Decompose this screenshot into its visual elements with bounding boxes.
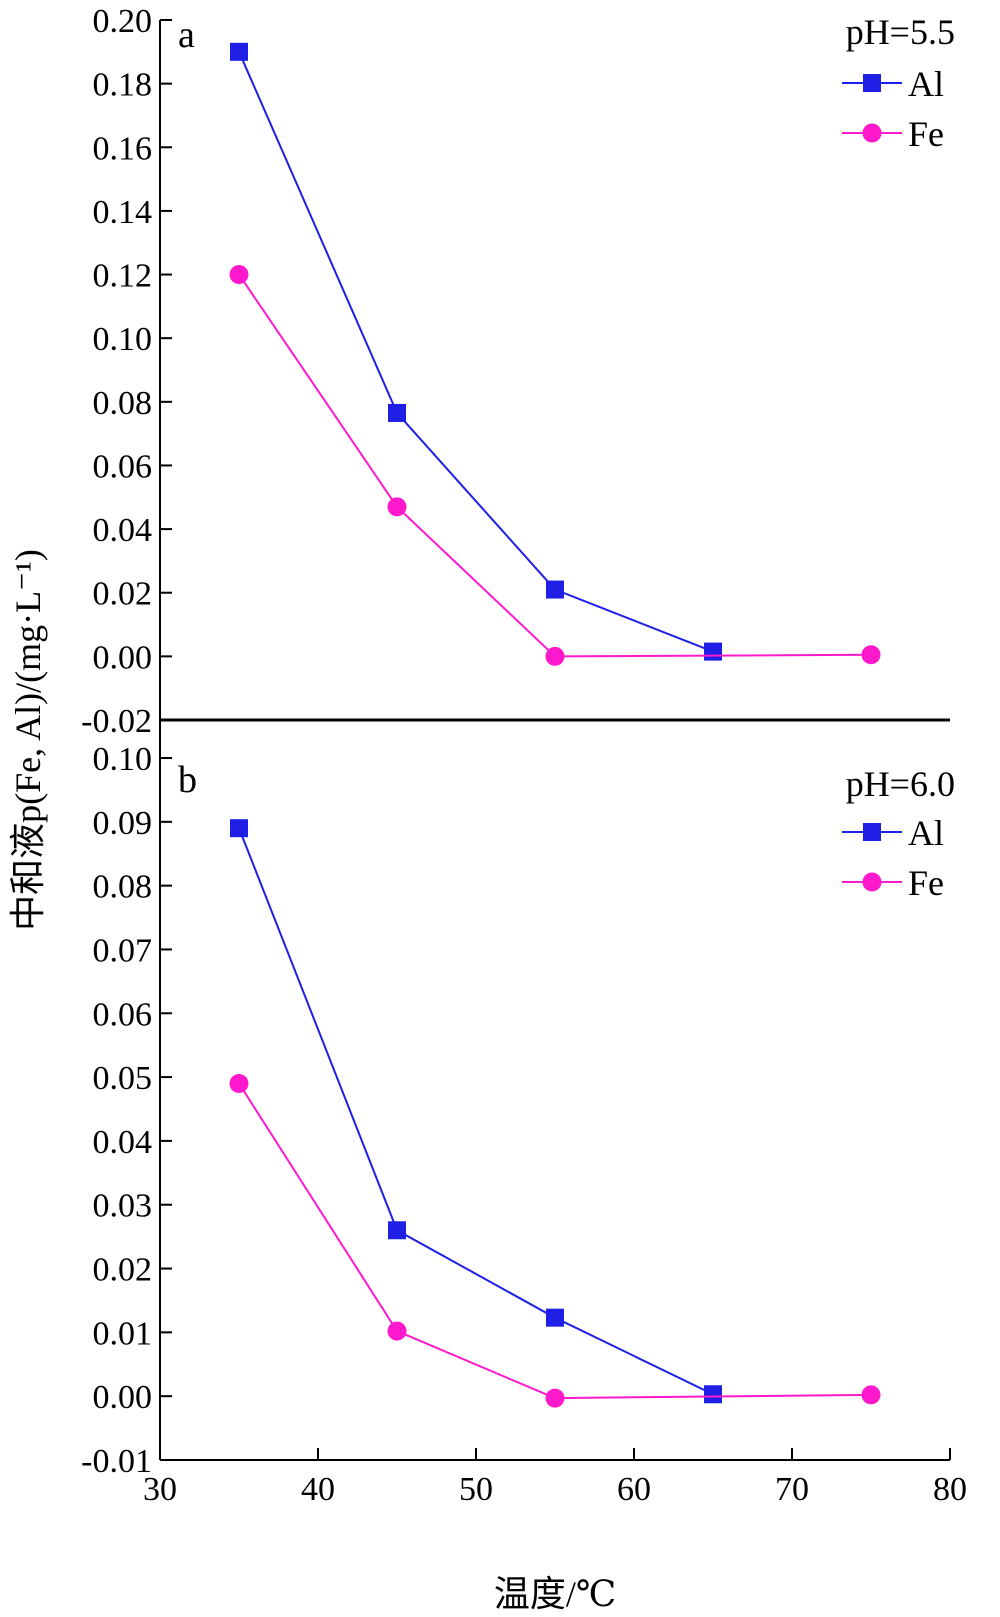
panel-a-point-fe (545, 646, 565, 666)
panel-b-point-al (546, 1308, 564, 1327)
legend-fe-marker (862, 872, 882, 892)
panel-b-point-al (230, 819, 248, 838)
panel-a-y-tick-label: 0.12 (93, 258, 153, 295)
y-axis-title: 中和液p(Fe, Al)/(mg·L⁻¹) (8, 549, 48, 931)
legend-al-label: Al (908, 813, 944, 853)
x-axis-ticks: 30 40 50 60 70 80 (143, 1448, 967, 1508)
panel-a: -0.02 0.00 0.02 0.04 0.06 0.08 0.10 0.12 0.14 0.1… (81, 3, 955, 740)
panel-b-point-fe (861, 1385, 881, 1405)
x-axis-title: 温度/℃ (494, 1574, 616, 1614)
panel-a-y-tick-label: -0.02 (81, 703, 152, 740)
panel-b-y-tick-label: 0.02 (93, 1252, 153, 1289)
panel-a-point-fe (229, 265, 249, 285)
panel-b-series-al-line (238, 827, 714, 1396)
panel-a-y-tick-label: 0.16 (93, 130, 153, 167)
panel-b-point-fe (545, 1388, 565, 1408)
panel-b-y-ticks: -0.01 0.00 0.01 0.02 0.03 0.04 0.05 0.06 0.07 0.0… (81, 741, 172, 1480)
panel-b-series-fe-line (238, 1082, 872, 1400)
panel-b-y-tick-label: -0.01 (81, 1443, 152, 1480)
panel-b-y-tick-label: 0.06 (93, 996, 153, 1033)
panel-a-series-fe-line (238, 273, 872, 658)
panel-b-legend: Al Fe (842, 813, 944, 903)
panel-a-series-al-line (238, 51, 714, 653)
panel-a-y-ticks: -0.02 0.00 0.02 0.04 0.06 0.08 0.10 0.12 0.14 0.1… (81, 3, 172, 740)
panel-b-y-tick-label: 0.00 (93, 1379, 153, 1416)
panel-a-y-tick-label: 0.08 (93, 385, 153, 422)
panel-b: -0.01 0.00 0.01 0.02 0.03 0.04 0.05 0.06 0.07 0.0… (81, 720, 955, 1480)
x-tick-label: 30 (143, 1471, 177, 1508)
panel-a-y-tick-label: 0.06 (93, 448, 153, 485)
panel-a-y-tick-label: 0.10 (93, 321, 153, 358)
panel-b-y-tick-label: 0.09 (93, 805, 153, 842)
panel-a-point-fe (387, 497, 407, 517)
panel-a-point-fe (861, 645, 881, 665)
legend-al-marker (863, 823, 881, 841)
legend-fe-label: Fe (908, 114, 944, 154)
panel-b-point-fe (387, 1321, 407, 1341)
panel-a-y-tick-label: 0.00 (93, 639, 153, 676)
panel-a-y-tick-label: 0.02 (93, 576, 153, 613)
panel-b-y-tick-label: 0.03 (93, 1188, 153, 1225)
panel-a-series (229, 42, 881, 666)
panel-b-y-tick-label: 0.10 (93, 741, 153, 778)
panel-a-ph-label: pH=5.5 (846, 12, 955, 52)
legend-al-label: Al (908, 64, 944, 104)
panel-a-legend: Al Fe (842, 64, 944, 154)
legend-al-marker (863, 74, 881, 92)
panel-b-y-tick-label: 0.05 (93, 1060, 153, 1097)
panel-b-point-fe (229, 1073, 249, 1093)
panel-a-y-tick-label: 0.04 (93, 512, 153, 549)
panel-b-series (229, 819, 881, 1408)
panel-a-point-al (388, 403, 406, 422)
panel-a-letter: a (178, 14, 195, 56)
x-tick-label: 80 (933, 1471, 967, 1508)
x-tick-label: 70 (775, 1471, 809, 1508)
panel-a-point-al (546, 580, 564, 599)
panel-a-y-tick-label: 0.14 (93, 194, 153, 231)
panel-a-point-al (230, 42, 248, 61)
panel-b-point-al (704, 1385, 722, 1404)
panel-b-ph-label: pH=6.0 (846, 764, 955, 804)
legend-fe-label: Fe (908, 863, 944, 903)
panel-b-y-tick-label: 0.08 (93, 869, 153, 906)
panel-a-y-tick-label: 0.20 (93, 3, 153, 40)
panel-a-y-tick-label: 0.18 (93, 67, 153, 104)
x-tick-label: 60 (617, 1471, 651, 1508)
x-tick-label: 50 (459, 1471, 493, 1508)
x-tick-label: 40 (301, 1471, 335, 1508)
panel-b-y-tick-label: 0.01 (93, 1315, 153, 1352)
panel-b-y-tick-label: 0.07 (93, 932, 153, 969)
panel-b-letter: b (178, 759, 197, 801)
panel-b-point-al (388, 1221, 406, 1240)
legend-fe-marker (862, 123, 882, 143)
panel-b-y-tick-label: 0.04 (93, 1124, 153, 1161)
panel-a-point-al (704, 642, 722, 661)
